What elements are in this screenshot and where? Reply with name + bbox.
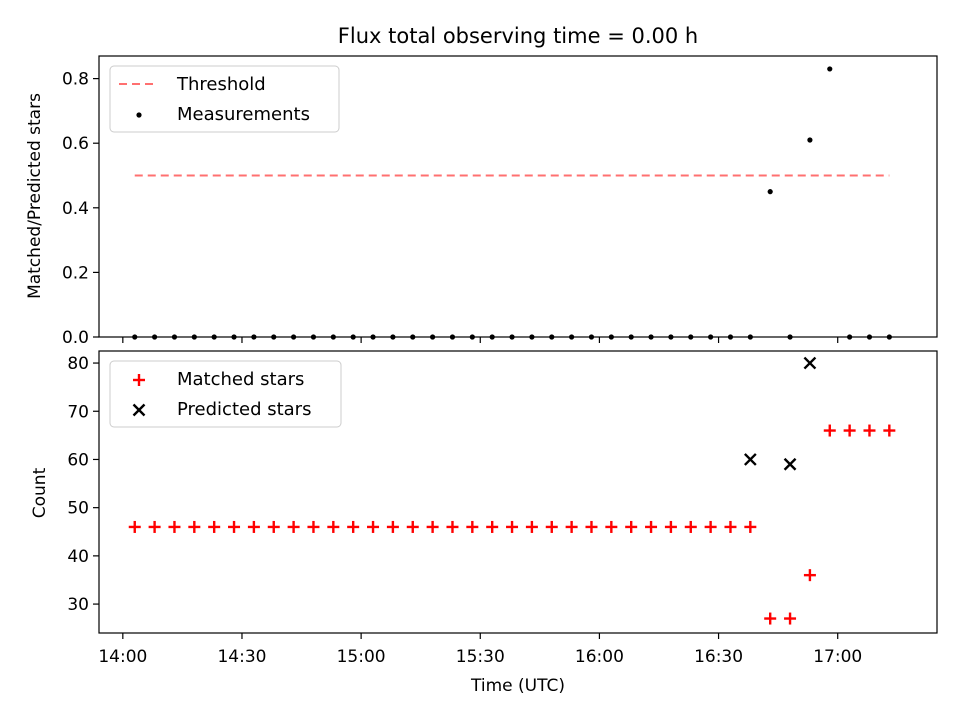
matched-star-point: [664, 520, 677, 533]
legend-predicted-label: Predicted stars: [177, 399, 311, 420]
bottom-xtick-label: 14:30: [217, 647, 266, 667]
top-y-ticks: 0.0 0.2 0.4 0.6 0.8: [62, 70, 99, 348]
bottom-legend: Matched stars Predicted stars: [109, 360, 342, 428]
matched-star-point: [744, 520, 757, 533]
measurement-point: [807, 137, 813, 143]
matched-star-point: [724, 520, 737, 533]
matched-star-point: [625, 520, 638, 533]
bottom-ytick-label: 30: [67, 595, 89, 615]
legend-matched-label: Matched stars: [177, 369, 304, 390]
top-plot-frame: [98, 55, 938, 338]
legend-matched-marker: [133, 374, 145, 386]
bottom-plot-frame: [98, 350, 938, 634]
bottom-ytick-label: 80: [67, 354, 89, 374]
matched-star-point: [446, 520, 459, 533]
matched-star-point: [525, 520, 538, 533]
legend-predicted-marker: [132, 403, 146, 417]
legend-matched-swatch: [133, 374, 145, 386]
bottom-x-ticks: 14:00 14:30 15:00 15:30 16:00 16:30 17:00: [98, 633, 862, 667]
matched-star-point: [605, 520, 618, 533]
legend-measurement-swatch: [136, 112, 142, 118]
matched-star-point: [883, 424, 896, 437]
top-ytick-label: 0.6: [62, 134, 89, 154]
bottom-xtick-label: 15:30: [456, 647, 505, 667]
matched-star-point: [863, 424, 876, 437]
bottom-xtick-label: 16:30: [694, 647, 743, 667]
matched-star-point: [386, 520, 399, 533]
top-ytick-label: 0.4: [62, 199, 89, 219]
bottom-ytick-label: 60: [67, 450, 89, 470]
matched-star-point: [406, 520, 419, 533]
matched-star-point: [307, 520, 320, 533]
ratio-panel: Flux total observing time = 0.00 h Match…: [25, 24, 938, 348]
matched-star-point: [486, 520, 499, 533]
matched-star-point: [784, 612, 797, 625]
matched-star-point: [764, 612, 777, 625]
predicted-star-point: [743, 453, 757, 466]
chart-title: Flux total observing time = 0.00 h: [338, 24, 698, 48]
top-ytick-label: 0.8: [62, 70, 89, 90]
matched-star-point: [823, 424, 836, 437]
matched-star-point: [545, 520, 558, 533]
matched-star-point: [208, 520, 221, 533]
matched-star-point: [228, 520, 241, 533]
predicted-star-point: [803, 356, 817, 370]
legend-measurement-label: Measurements: [177, 104, 310, 125]
legend-threshold-label: Threshold: [176, 74, 266, 95]
matched-star-point: [704, 520, 717, 533]
measurement-point: [827, 66, 833, 72]
top-x-ticks: [122, 337, 839, 343]
matched-star-point: [168, 520, 181, 533]
bottom-xtick-label: 14:00: [98, 647, 147, 667]
bottom-y-axis-label: Count: [30, 467, 50, 518]
matched-star-point: [128, 520, 141, 533]
matched-star-point: [267, 520, 280, 533]
matched-star-point: [506, 520, 519, 533]
matched-star-point: [466, 520, 479, 533]
matched-star-point: [367, 520, 380, 533]
matched-star-point: [188, 520, 201, 533]
bottom-xtick-label: 15:00: [337, 647, 386, 667]
bottom-ytick-label: 40: [67, 547, 89, 567]
bottom-legend-box: [109, 360, 342, 428]
bottom-ytick-label: 70: [67, 402, 89, 422]
bottom-xtick-label: 16:00: [575, 647, 624, 667]
matched-star-point: [327, 520, 340, 533]
matched-star-points: [128, 424, 896, 625]
predicted-star-points: [743, 356, 817, 471]
matched-star-point: [565, 520, 578, 533]
legend-predicted-swatch: [132, 403, 146, 417]
matched-star-point: [645, 520, 658, 533]
measurement-point: [767, 189, 773, 195]
top-y-axis-label: Matched/Predicted stars: [25, 93, 45, 299]
top-ytick-label: 0.2: [62, 263, 89, 283]
matched-star-point: [803, 569, 816, 582]
matched-star-point: [347, 520, 360, 533]
matched-star-point: [426, 520, 439, 533]
matched-star-point: [148, 520, 161, 533]
bottom-y-ticks: 30 40 50 60 70 80: [67, 354, 99, 615]
top-ytick-label: 0.0: [62, 328, 89, 348]
matched-star-point: [585, 520, 598, 533]
top-legend-box: [109, 65, 340, 133]
count-panel: Count Time (UTC) 30 40 50 60 70 80 14:00 14:30…: [30, 350, 938, 696]
matched-star-point: [684, 520, 697, 533]
bottom-xtick-label: 17:00: [813, 647, 862, 667]
predicted-star-point: [783, 457, 797, 471]
matched-star-point: [843, 424, 856, 437]
bottom-ytick-label: 50: [67, 499, 89, 519]
top-legend: Threshold Measurements: [109, 65, 340, 133]
matched-star-point: [247, 520, 260, 533]
matched-star-point: [287, 520, 300, 533]
x-axis-label: Time (UTC): [470, 676, 565, 696]
